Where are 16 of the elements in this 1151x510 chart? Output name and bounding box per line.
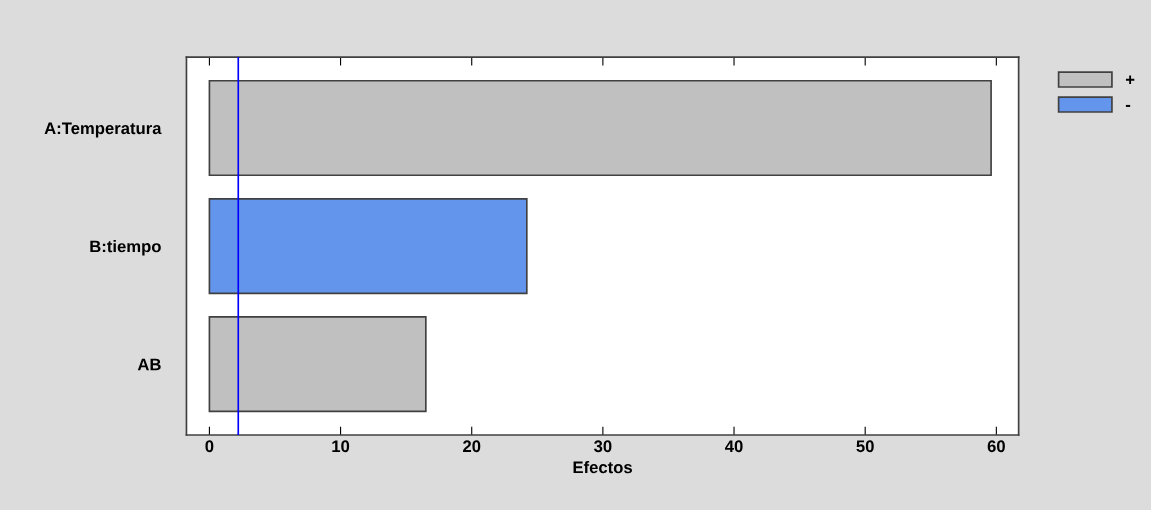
bar [208, 316, 427, 413]
bar [208, 198, 528, 295]
x-tick-label: 30 [593, 440, 612, 453]
x-tick-label: 0 [205, 440, 214, 453]
x-axis-title: Efectos [573, 460, 632, 474]
y-tick-label: AB [137, 358, 161, 371]
legend-label: - [1125, 104, 1131, 107]
bar [208, 79, 992, 177]
y-tick-label: B:tiempo [90, 240, 161, 256]
x-tick-label: 10 [332, 440, 350, 453]
x-tick-label: 20 [463, 440, 481, 453]
x-tick-label: 50 [856, 440, 874, 453]
x-tick-label: 40 [725, 440, 743, 453]
x-tick-label: 60 [987, 440, 1005, 453]
y-tick-label: A:Temperatura [44, 122, 162, 138]
legend-label: + [1125, 75, 1135, 84]
